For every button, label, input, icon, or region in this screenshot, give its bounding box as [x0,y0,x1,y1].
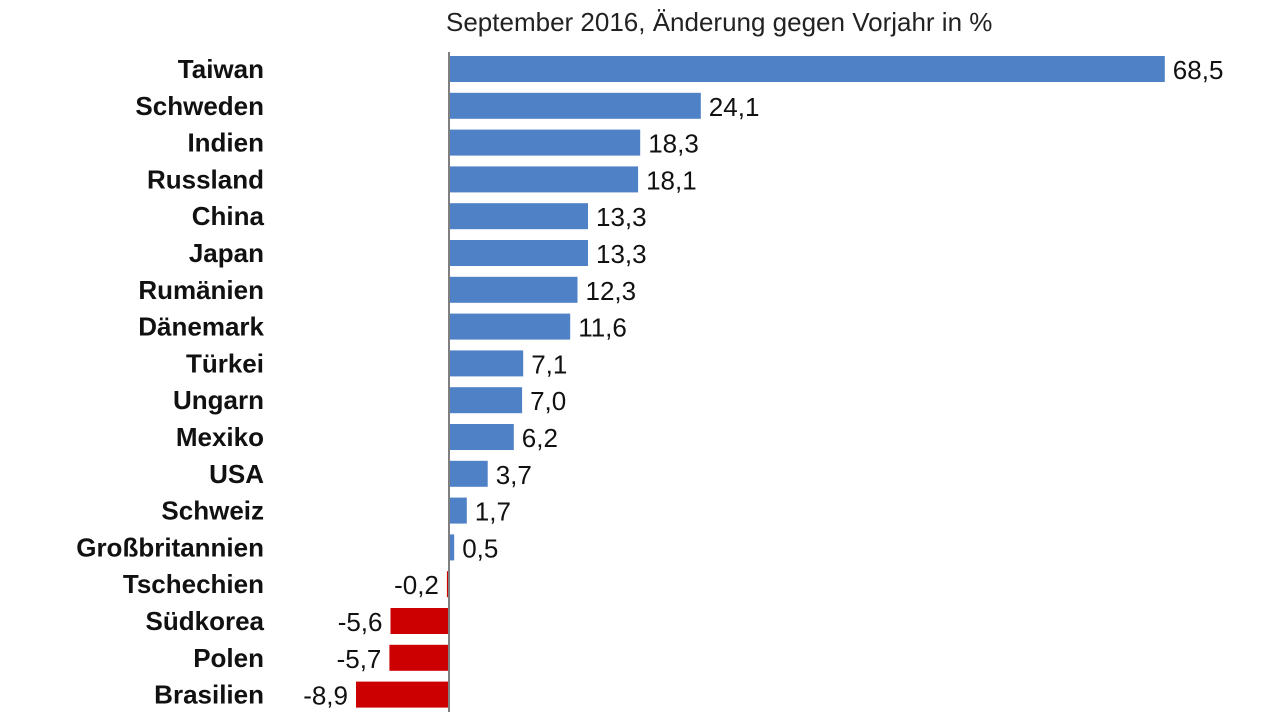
category-label-daenemark: Dänemark [138,312,264,342]
value-labels: 68,5 24,1 18,3 18,1 13,3 13,3 12,3 11,6 7,1 7,0 6,… [303,55,1223,711]
category-label-mexiko: Mexiko [176,422,264,452]
value-label-grossbritannien: 0,5 [462,533,498,563]
category-label-grossbritannien: Großbritannien [76,532,264,562]
bar-russland [449,166,639,193]
bar-grossbritannien [449,534,455,561]
category-label-usa: USA [209,459,264,489]
bar-schweiz [449,497,467,524]
category-label-tuerkei: Türkei [186,348,264,378]
category-label-rumaenien: Rumänien [138,275,264,305]
bar-taiwan [449,56,1165,82]
value-label-schweden: 24,1 [709,92,760,122]
value-label-china: 13,3 [596,202,647,232]
value-label-daenemark: 11,6 [578,313,627,343]
value-label-mexiko: 6,2 [522,423,558,453]
category-label-taiwan: Taiwan [178,54,264,84]
category-label-polen: Polen [193,643,264,673]
value-label-usa: 3,7 [496,460,532,490]
bar-tuerkei [449,350,524,377]
category-label-russland: Russland [147,164,264,194]
category-label-suedkorea: Südkorea [146,606,265,636]
category-label-china: China [192,201,265,231]
category-labels: Taiwan Schweden Indien Russland China Japan Ru… [76,54,264,710]
category-label-schweden: Schweden [135,91,264,121]
bar-indien [449,129,641,156]
bar-suedkorea [390,608,449,634]
bar-japan [449,240,588,266]
chart-title: September 2016, Änderung gegen Vorjahr i… [446,7,992,37]
bar-ungarn [449,387,523,414]
value-label-rumaenien: 12,3 [586,276,637,306]
value-label-indien: 18,3 [648,129,699,159]
category-label-indien: Indien [187,128,264,158]
category-label-japan: Japan [189,238,264,268]
value-label-suedkorea: -5,6 [338,607,383,637]
bar-mexiko [449,424,514,450]
value-label-russland: 18,1 [646,165,697,195]
value-label-brasilien: -8,9 [303,681,348,711]
value-label-ungarn: 7,0 [530,386,566,416]
category-label-schweiz: Schweiz [161,496,264,526]
category-label-ungarn: Ungarn [173,385,264,415]
bar-usa [449,460,488,487]
value-label-tschechien: -0,2 [394,570,439,600]
value-label-taiwan: 68,5 [1173,55,1224,85]
bar-schweden [449,92,701,119]
category-label-brasilien: Brasilien [154,680,264,710]
bars-group [356,56,1165,708]
value-label-tuerkei: 7,1 [531,349,567,379]
category-label-tschechien: Tschechien [123,569,264,599]
bar-rumaenien [449,276,578,303]
bar-china [449,203,588,230]
bar-daenemark [449,313,571,340]
bar-tschechien [446,571,449,598]
bar-polen [389,644,449,671]
value-label-polen: -5,7 [337,644,382,674]
value-label-schweiz: 1,7 [475,497,511,527]
value-label-japan: 13,3 [596,239,647,269]
bar-brasilien [356,681,449,708]
